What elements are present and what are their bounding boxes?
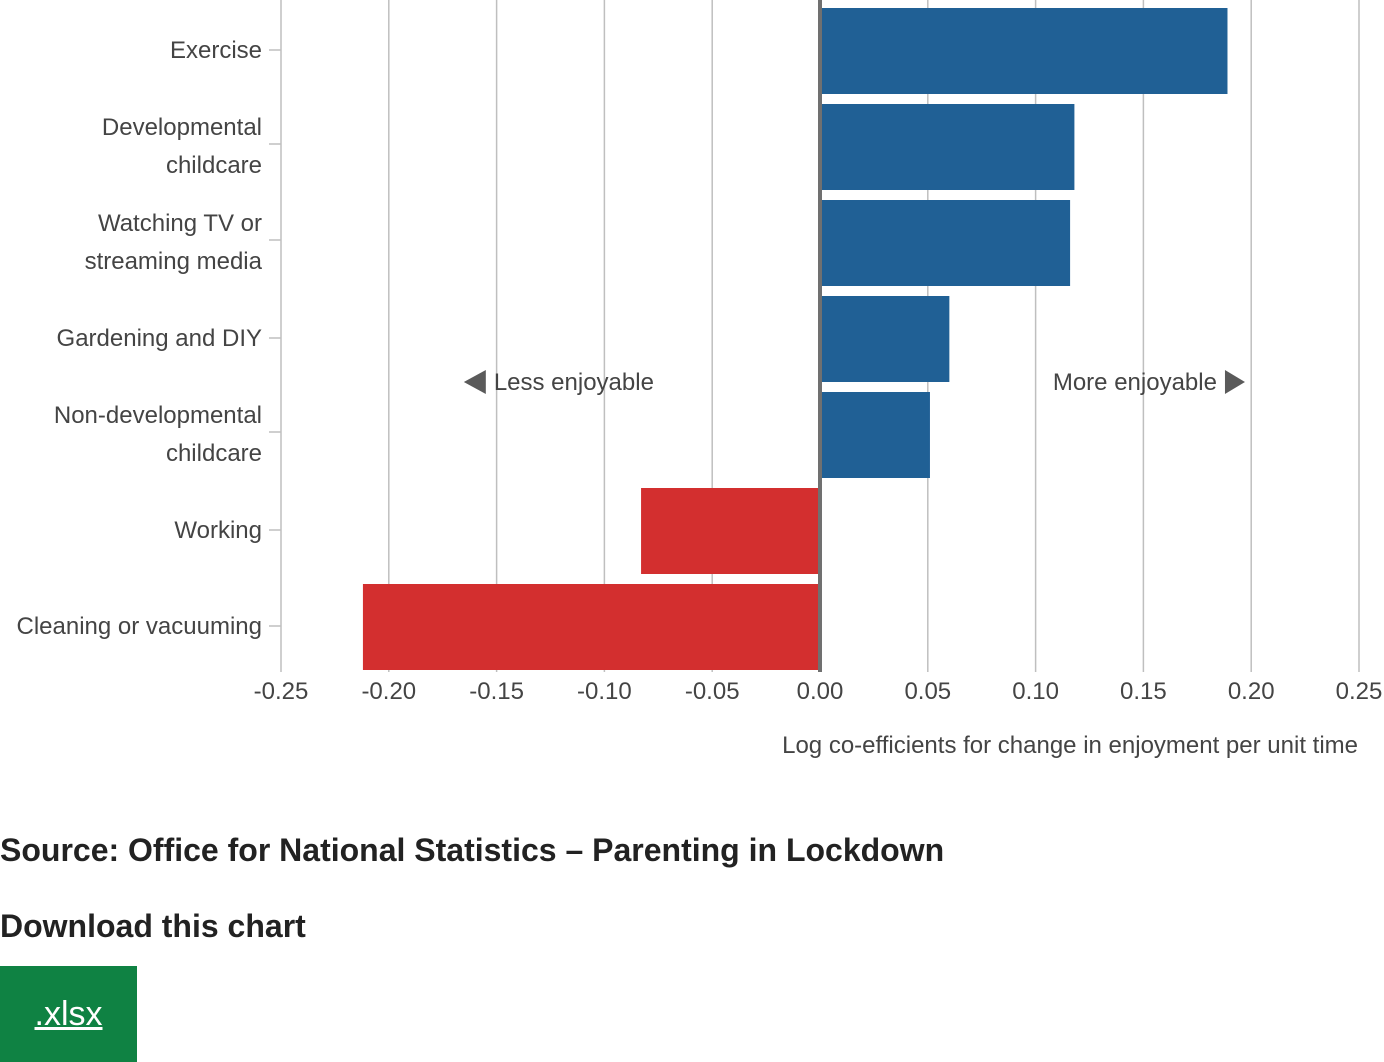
x-tick-label: 0.15 [1120, 678, 1167, 705]
x-tick-label: -0.10 [577, 678, 632, 705]
x-tick-label: -0.25 [254, 678, 309, 705]
bar [820, 200, 1071, 286]
category-label: Gardening and DIY [57, 325, 262, 352]
bar [820, 296, 950, 382]
category-label-line: childcare [166, 152, 262, 179]
less-enjoyable-annotation: Less enjoyable [494, 369, 654, 396]
category-label-line: Cleaning or vacuuming [17, 613, 262, 640]
bar [362, 584, 820, 670]
category-label-line: Exercise [170, 37, 262, 64]
x-tick-label: 0.10 [1012, 678, 1059, 705]
x-tick-label: 0.00 [797, 678, 844, 705]
category-label-line: streaming media [85, 248, 263, 275]
x-tick-label: -0.05 [685, 678, 740, 705]
category-label-line: Gardening and DIY [57, 325, 262, 352]
more-enjoyable-annotation: More enjoyable [1053, 369, 1217, 396]
category-label: Watching TV or streaming media [85, 210, 263, 275]
x-tick-label: -0.15 [469, 678, 524, 705]
x-axis-title: Log co-efficients for change in enjoymen… [782, 732, 1358, 759]
bar [641, 488, 820, 574]
category-label: Cleaning or vacuuming [17, 613, 262, 640]
x-tick-label: -0.20 [361, 678, 416, 705]
category-label-line: Non-developmental [54, 402, 262, 429]
category-label-line: childcare [166, 440, 262, 467]
category-label: Non-developmental childcare [54, 402, 262, 467]
x-tick-label: 0.05 [904, 678, 951, 705]
category-label: Developmental childcare [102, 114, 262, 179]
category-label-line: Developmental [102, 114, 262, 141]
x-tick-label: 0.20 [1228, 678, 1275, 705]
x-tick-label: 0.25 [1336, 678, 1383, 705]
bar-chart: Exercise Developmental childcare Watching T… [17, 0, 1383, 759]
right-arrow-icon [1224, 370, 1245, 394]
source-note: Source: Office for National Statistics –… [0, 832, 945, 868]
bar [820, 392, 930, 478]
category-label-line: Working [174, 517, 262, 544]
bar [820, 104, 1075, 190]
left-arrow-icon [463, 370, 486, 394]
category-label: Working [174, 517, 262, 544]
download-xlsx-button[interactable]: .xlsx [0, 966, 137, 1062]
bar [820, 8, 1228, 94]
download-heading: Download this chart [0, 908, 306, 944]
category-label: Exercise [170, 37, 262, 64]
category-label-line: Watching TV or [98, 210, 262, 237]
